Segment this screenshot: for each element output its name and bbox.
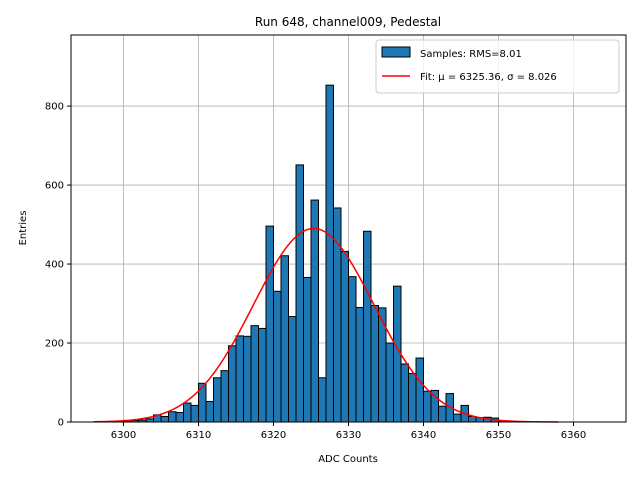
histogram-bar	[183, 402, 192, 423]
x-tick-label: 6300	[111, 430, 136, 441]
histogram-bar	[423, 390, 432, 423]
chart-title: Run 648, channel009, Pedestal	[255, 15, 441, 29]
legend-box	[375, 39, 620, 94]
histogram-bar	[288, 316, 297, 423]
x-tick-label: 6310	[186, 430, 211, 441]
histogram-bar	[400, 363, 409, 423]
histogram-bar	[213, 377, 222, 423]
histogram-bar	[205, 400, 214, 423]
histogram-bar	[340, 250, 349, 423]
histogram-bar	[385, 342, 394, 423]
histogram-bar	[168, 411, 177, 423]
histogram-bar	[303, 276, 312, 423]
histogram-bar	[370, 305, 379, 423]
x-tick-label: 6340	[411, 430, 436, 441]
gaussian-fit-curve	[93, 227, 559, 423]
histogram-bar	[363, 230, 372, 423]
histogram-bar	[243, 335, 252, 423]
histogram-bar	[160, 415, 169, 423]
histogram-bar	[228, 345, 237, 423]
histogram-bar	[310, 199, 319, 423]
histogram-bar	[250, 325, 259, 423]
histogram-bar	[273, 290, 282, 423]
y-axis-ticks: 0 200 400 600 800	[45, 102, 71, 429]
histogram-bar	[190, 404, 199, 423]
histogram-bar	[415, 357, 424, 423]
histogram-bar	[453, 413, 462, 423]
x-axis-label: ADC Counts	[318, 454, 378, 465]
histogram-bar	[438, 405, 447, 423]
histogram-bar	[430, 389, 439, 423]
y-tick-label: 200	[45, 339, 64, 350]
histogram-bar	[348, 276, 357, 423]
histogram-bar	[175, 412, 184, 423]
y-tick-label: 600	[45, 181, 64, 192]
histogram-bar	[318, 377, 327, 423]
histogram-bar	[265, 225, 274, 423]
histogram-bar	[393, 285, 402, 423]
y-axis-label: Entries	[18, 211, 29, 246]
histogram-bar	[280, 255, 289, 423]
histogram-bar	[235, 335, 244, 423]
x-axis-ticks: 6300 6310 6320 6330 6340 6350 6360	[111, 422, 586, 441]
histogram-bar	[220, 370, 229, 423]
legend-histogram-swatch	[381, 46, 411, 58]
histogram-bar	[325, 84, 334, 423]
y-tick-label: 800	[45, 102, 64, 113]
y-tick-label: 0	[58, 418, 64, 429]
legend-histogram-label: Samples: RMS=8.01	[420, 49, 522, 60]
histogram-bar	[408, 372, 417, 423]
x-tick-label: 6330	[336, 430, 361, 441]
x-tick-label: 6320	[261, 430, 286, 441]
x-tick-label: 6360	[561, 430, 586, 441]
x-tick-label: 6350	[486, 430, 511, 441]
histogram-bar	[258, 327, 267, 423]
histogram-bar	[355, 306, 364, 423]
legend: Samples: RMS=8.01 Fit: μ = 6325.36, σ = …	[375, 39, 620, 94]
y-tick-label: 400	[45, 260, 64, 271]
histogram-bars	[123, 84, 507, 423]
histogram-bar	[295, 164, 304, 423]
legend-fit-label: Fit: μ = 6325.36, σ = 8.026	[420, 72, 557, 83]
